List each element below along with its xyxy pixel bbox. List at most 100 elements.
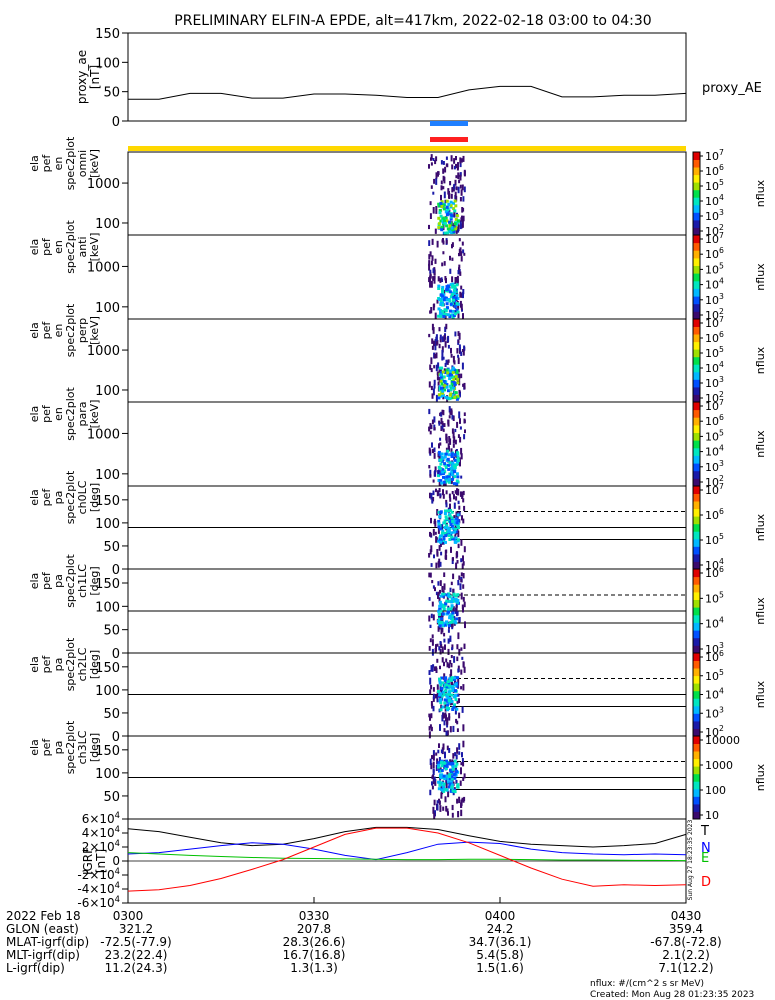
colorbar-segment bbox=[693, 811, 700, 820]
spectrogram-pixel bbox=[447, 359, 450, 363]
colorbar-segment bbox=[693, 622, 700, 631]
spectrogram-pixel bbox=[432, 774, 435, 779]
spectrogram-pixel bbox=[436, 804, 439, 811]
spectrogram-pixel bbox=[449, 181, 452, 186]
spectrogram-pixel bbox=[461, 184, 464, 191]
spectrogram-pixel bbox=[446, 662, 449, 668]
spectrogram-pixel bbox=[455, 293, 459, 297]
spectrogram-pixel bbox=[443, 368, 446, 372]
spectrogram-pixel bbox=[444, 362, 447, 367]
igrf-legend-N: N bbox=[701, 841, 711, 856]
spectrogram-pixel bbox=[456, 538, 460, 542]
spectrogram-pixel bbox=[442, 784, 446, 788]
spectrogram-pixel bbox=[429, 364, 432, 370]
spectrogram-pixel bbox=[443, 603, 447, 607]
spectrogram-pixel bbox=[458, 698, 460, 703]
colorbar-label: nflux bbox=[754, 346, 767, 374]
spectrogram-pixel bbox=[436, 372, 439, 377]
spectrogram-pixel bbox=[456, 459, 460, 463]
spectrogram-pixel bbox=[456, 455, 460, 459]
spectrogram-pixel bbox=[451, 644, 454, 650]
spectrogram-pixel bbox=[453, 515, 456, 519]
spectrogram-pixel bbox=[456, 279, 459, 286]
spectrogram-pixel bbox=[450, 455, 454, 458]
proxy-ae-ytick-label: 50 bbox=[103, 86, 120, 101]
spectrogram-pixel bbox=[437, 620, 440, 623]
spectrogram-pixel bbox=[460, 251, 463, 257]
colorbar-label: nflux bbox=[754, 597, 767, 625]
spectrogram-pixel bbox=[443, 462, 447, 466]
spectrogram-pixel bbox=[432, 528, 435, 536]
colorbar-segment bbox=[693, 296, 700, 305]
colorbar-tick-label: 107 bbox=[705, 231, 724, 246]
spectrogram-pixel bbox=[455, 707, 459, 711]
spectrogram-pixel bbox=[447, 475, 451, 479]
spectrogram-pixel bbox=[436, 376, 439, 381]
spectrogram-pixel bbox=[460, 373, 463, 379]
spectrogram-pixel bbox=[448, 461, 452, 465]
spectrogram-pixel bbox=[439, 219, 443, 223]
spectrogram-pixel bbox=[429, 638, 432, 643]
spectrogram-pixel bbox=[450, 604, 454, 608]
spectrogram-pixel bbox=[453, 222, 457, 226]
spectrogram-pixel bbox=[433, 779, 435, 784]
colorbar-segment bbox=[693, 728, 700, 737]
spectrogram-pixel bbox=[453, 475, 457, 479]
spectrogram-pixel bbox=[450, 700, 454, 703]
spectrogram-pixel bbox=[447, 648, 450, 655]
spectrogram-pixel bbox=[452, 537, 456, 541]
spectrogram-pixel bbox=[443, 701, 447, 705]
spectrogram-pixel bbox=[440, 205, 444, 208]
colorbar-tick-label: 104 bbox=[705, 616, 724, 631]
spectrogram-pixel bbox=[449, 673, 452, 678]
igrf-ytick-label: 4×104 bbox=[82, 824, 120, 840]
spectrogram-pixel bbox=[460, 453, 463, 460]
footer-cell: 24.2 bbox=[487, 922, 514, 936]
spectrogram-pixel bbox=[447, 785, 451, 789]
spectrogram-pixel bbox=[452, 377, 456, 381]
spectrogram-pixel bbox=[450, 676, 454, 680]
spectrogram-pixel bbox=[457, 186, 460, 194]
spectrogram-pixel bbox=[443, 679, 447, 683]
spectrogram-pixel bbox=[451, 687, 455, 690]
spectrogram-pixel bbox=[446, 527, 450, 530]
spectrogram-pixel bbox=[463, 252, 466, 256]
spectrogram-pixel bbox=[434, 648, 437, 653]
spectrogram-pixel bbox=[438, 765, 441, 772]
footer-cell: 23.2(22.4) bbox=[105, 948, 168, 962]
spectrogram-pixel bbox=[451, 381, 455, 384]
spectrogram-pixel bbox=[452, 230, 456, 234]
spectrogram-pixel bbox=[445, 302, 449, 306]
spectrogram-pixel bbox=[440, 411, 443, 417]
proxy-ae-ylabel: proxy_ae[nT] bbox=[75, 50, 102, 104]
spectrogram-pixel bbox=[446, 208, 450, 211]
spectrogram-pixel bbox=[449, 620, 453, 624]
spectrogram-pixel bbox=[430, 517, 432, 524]
spectrogram-pixel bbox=[442, 203, 446, 207]
spectrogram-pixel bbox=[451, 282, 455, 286]
spectrogram-pixel bbox=[431, 634, 434, 639]
spectrogram-pixel bbox=[439, 694, 442, 701]
spectrogram-pixel bbox=[431, 703, 434, 709]
spectrogram-pixel bbox=[457, 811, 460, 818]
spectrogram-pixel bbox=[439, 303, 443, 307]
spectrogram-pixel bbox=[446, 313, 450, 317]
spectrogram-pixel bbox=[430, 260, 433, 266]
spectrogram-pixel bbox=[458, 238, 461, 242]
spectrogram-pixel bbox=[448, 514, 452, 518]
spectrogram-pixel bbox=[437, 284, 441, 288]
spectrogram-ytick-label: 100 bbox=[95, 301, 120, 316]
spectrogram-pixel bbox=[430, 281, 433, 288]
spectrogram-pixel bbox=[462, 555, 464, 562]
spectrogram-pixel bbox=[451, 611, 455, 615]
spectrogram-pixel bbox=[449, 789, 453, 793]
spectrogram-pixel bbox=[430, 762, 433, 770]
spectrogram-pixel bbox=[448, 775, 452, 778]
spectrogram-pixel bbox=[438, 514, 442, 518]
colorbar-label: nflux bbox=[754, 179, 767, 207]
spectrogram-pixel bbox=[438, 622, 441, 626]
igrf-ylabel: IGRF[nT] bbox=[81, 847, 108, 875]
colorbar-segment bbox=[693, 341, 700, 350]
spectrogram-pixel bbox=[439, 776, 443, 780]
spectrogram-pixel bbox=[430, 162, 433, 166]
